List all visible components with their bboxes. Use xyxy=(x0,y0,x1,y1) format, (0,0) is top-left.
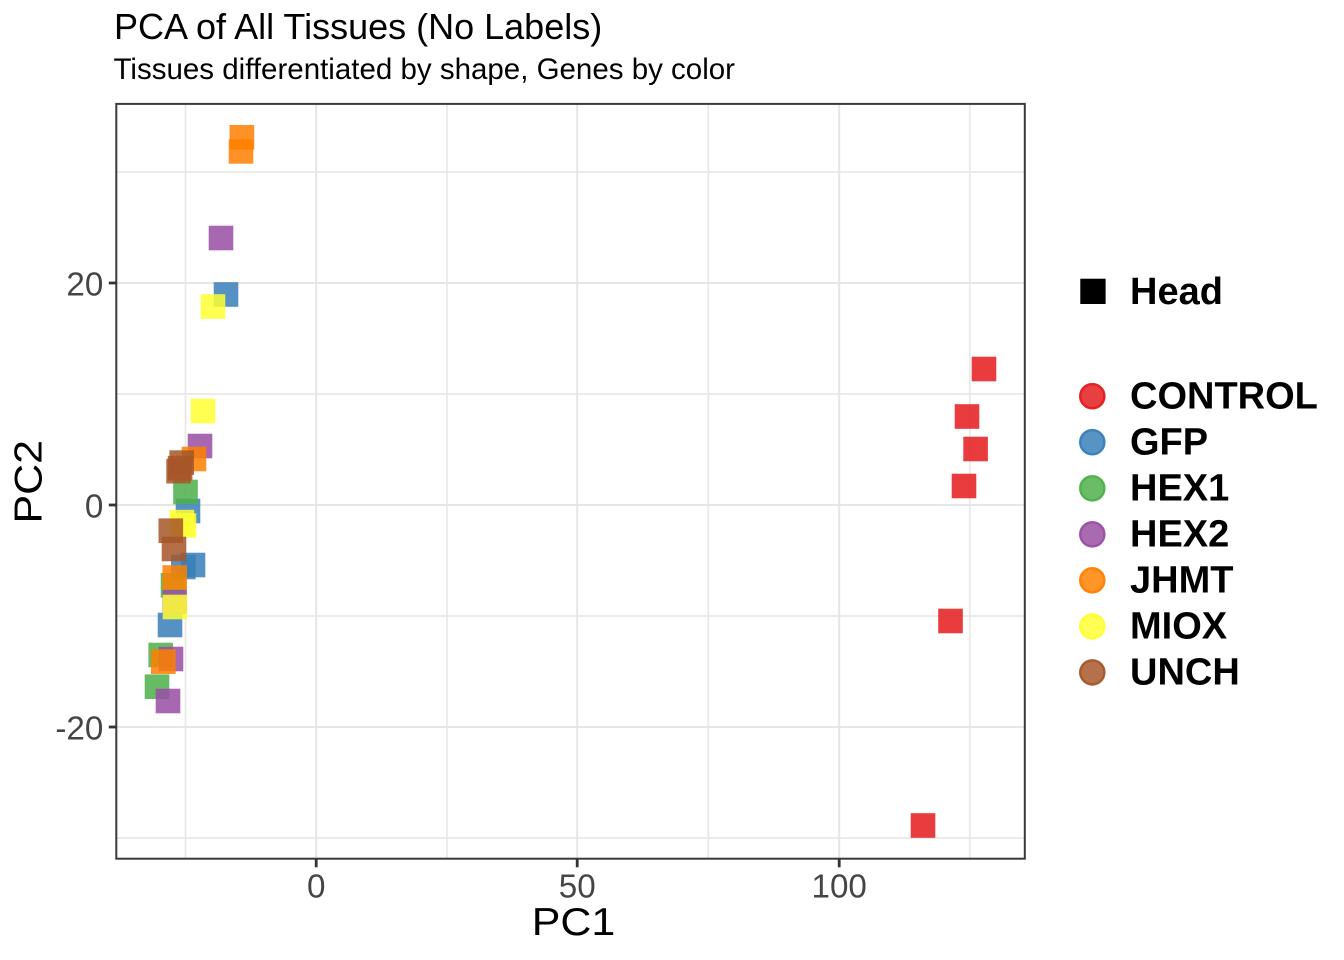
svg-text:100: 100 xyxy=(812,869,867,906)
svg-text:Head: Head xyxy=(1130,271,1223,313)
svg-text:PCA of All Tissues (No Labels): PCA of All Tissues (No Labels) xyxy=(114,6,602,47)
svg-text:GFP: GFP xyxy=(1130,421,1208,463)
svg-text:20: 20 xyxy=(66,266,103,303)
svg-text:JHMT: JHMT xyxy=(1130,560,1233,602)
svg-text:HEX2: HEX2 xyxy=(1130,514,1229,556)
svg-text:0: 0 xyxy=(307,869,325,906)
svg-text:-20: -20 xyxy=(55,710,103,747)
svg-text:UNCH: UNCH xyxy=(1130,652,1240,694)
svg-text:PC1: PC1 xyxy=(532,901,616,944)
svg-text:0: 0 xyxy=(85,488,103,525)
svg-text:MIOX: MIOX xyxy=(1130,606,1228,648)
svg-text:50: 50 xyxy=(559,869,596,906)
svg-text:Tissues differentiated by shap: Tissues differentiated by shape, Genes b… xyxy=(114,53,736,86)
svg-text:CONTROL: CONTROL xyxy=(1130,375,1318,417)
svg-text:HEX1: HEX1 xyxy=(1130,468,1229,510)
svg-text:PC2: PC2 xyxy=(8,440,51,524)
